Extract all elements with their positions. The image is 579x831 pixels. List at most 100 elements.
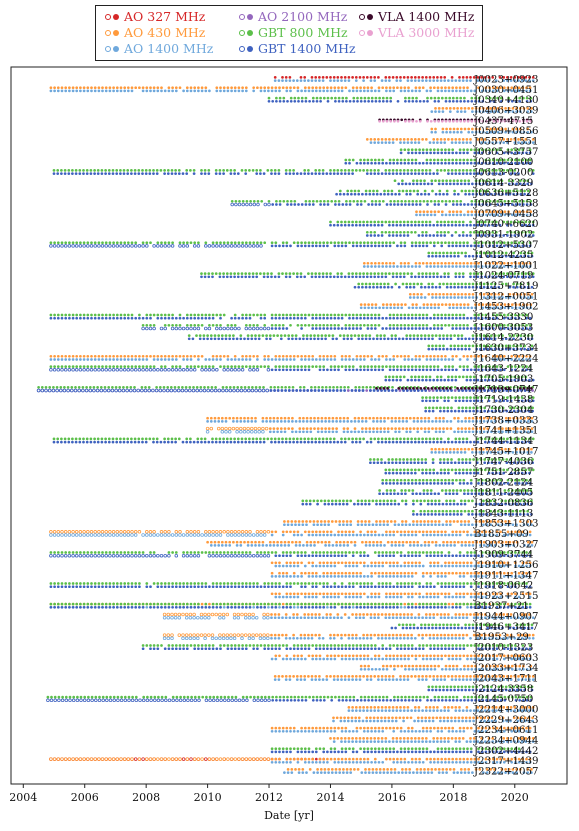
observation-point: [348, 90, 351, 93]
observation-point: [450, 283, 453, 286]
observation-point: [434, 120, 437, 123]
observation-point: [252, 241, 255, 244]
observation-point: [82, 386, 85, 389]
observation-point: [451, 379, 454, 382]
observation-point: [312, 100, 315, 103]
observation-point: [116, 86, 119, 89]
observation-point: [308, 100, 311, 103]
observation-point: [415, 86, 418, 89]
observation-point: [273, 420, 276, 423]
observation-point: [265, 417, 268, 420]
observation-point: [392, 76, 395, 79]
observation-point: [388, 379, 391, 382]
observation-point: [357, 420, 360, 423]
observation-point: [305, 100, 308, 103]
observation-point: [120, 245, 123, 248]
observation-point: [78, 386, 81, 389]
observation-point: [375, 97, 378, 100]
observation-point: [438, 427, 441, 430]
observation-point: [304, 317, 307, 320]
observation-point: [321, 389, 324, 392]
observation-point: [298, 417, 301, 420]
observation-point: [240, 389, 243, 392]
observation-point: [402, 283, 405, 286]
observation-point: [340, 76, 343, 79]
observation-point: [263, 314, 266, 317]
observation-point: [327, 200, 330, 203]
observation-point: [72, 86, 75, 89]
observation-point: [384, 172, 387, 175]
observation-point: [255, 169, 258, 172]
observation-point: [94, 86, 97, 89]
observation-point: [168, 355, 171, 358]
observation-point: [280, 417, 283, 420]
observation-point: [179, 355, 182, 358]
observation-point: [356, 86, 359, 89]
observation-point: [334, 200, 337, 203]
observation-point: [321, 417, 324, 420]
observation-point: [193, 327, 196, 330]
observation-point: [421, 224, 424, 227]
observation-point: [233, 438, 236, 441]
observation-point: [274, 324, 277, 327]
observation-point: [57, 365, 60, 368]
observation-point: [359, 317, 362, 320]
observation-point: [90, 368, 93, 371]
observation-point: [457, 296, 460, 299]
observation-point: [230, 241, 233, 244]
observation-point: [366, 441, 369, 444]
observation-point: [391, 337, 394, 340]
observation-point: [112, 365, 115, 368]
observation-point: [344, 159, 347, 162]
observation-point: [155, 386, 158, 389]
observation-point: [418, 272, 421, 275]
observation-point: [120, 358, 123, 361]
observation-point: [381, 262, 384, 265]
observation-point: [377, 138, 380, 141]
observation-point: [322, 438, 325, 441]
observation-point: [453, 107, 456, 110]
observation-point: [293, 368, 296, 371]
observation-point: [374, 317, 377, 320]
observation-point: [426, 152, 429, 155]
observation-point: [453, 448, 456, 451]
observation-point: [304, 358, 307, 361]
observation-point: [149, 241, 152, 244]
observation-point: [206, 430, 209, 433]
observation-point: [466, 379, 469, 382]
observation-point: [333, 86, 336, 89]
observation-point: [156, 241, 159, 244]
observation-point: [63, 389, 66, 392]
observation-point: [115, 438, 118, 441]
observation-point: [287, 337, 290, 340]
observation-point: [354, 193, 357, 196]
observation-point: [362, 272, 365, 275]
observation-point: [410, 172, 413, 175]
observation-point: [243, 417, 246, 420]
observation-point: [436, 441, 439, 444]
observation-point: [344, 314, 347, 317]
observation-point: [384, 138, 387, 141]
observation-point: [433, 314, 436, 317]
observation-point: [391, 389, 394, 392]
observation-point: [134, 169, 137, 172]
observation-point: [410, 376, 413, 379]
observation-point: [429, 358, 432, 361]
observation-point: [355, 79, 358, 82]
observation-point: [317, 334, 320, 337]
observation-point: [462, 138, 465, 141]
observation-point: [448, 159, 451, 162]
observation-point: [311, 314, 314, 317]
observation-point: [270, 172, 273, 175]
observation-point: [365, 420, 368, 423]
observation-point: [453, 183, 456, 186]
observation-point: [450, 296, 453, 299]
observation-point: [378, 317, 381, 320]
observation-point: [438, 296, 441, 299]
observation-point: [107, 389, 110, 392]
observation-point: [414, 438, 417, 441]
observation-point: [445, 200, 448, 203]
observation-point: [458, 461, 461, 464]
observation-point: [438, 252, 441, 255]
observation-point: [365, 190, 368, 193]
